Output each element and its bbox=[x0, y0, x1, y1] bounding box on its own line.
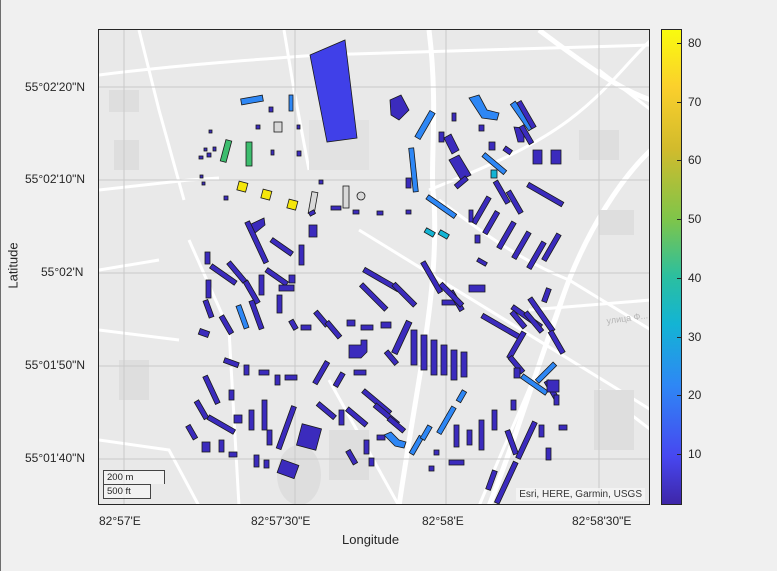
colorbar-tick-mark bbox=[677, 160, 682, 161]
colorbar-tick-mark bbox=[677, 219, 682, 220]
colorbar-tick-label: 80 bbox=[688, 36, 702, 50]
ytick-label: 55°02'N bbox=[41, 265, 84, 279]
graticule bbox=[99, 30, 649, 504]
colorbar-tick-label: 50 bbox=[688, 212, 702, 226]
ytick-label: 55°02'10"N bbox=[25, 172, 86, 186]
colorbar-tick-mark bbox=[677, 43, 682, 44]
xtick-label: 82°58'E bbox=[422, 514, 464, 528]
map-attribution: Esri, HERE, Garmin, USGS bbox=[516, 488, 645, 501]
colorbar-tick-label: 20 bbox=[688, 388, 702, 402]
xtick-label: 82°58'30"E bbox=[572, 514, 632, 528]
ytick-label: 55°01'40"N bbox=[25, 451, 86, 465]
map-axes[interactable]: улица Ф... bbox=[98, 29, 650, 505]
colorbar-tick-mark bbox=[677, 454, 682, 455]
colorbar-tick-mark bbox=[677, 337, 682, 338]
scale-bar: 200 m 500 ft bbox=[103, 470, 165, 499]
colorbar-tick-mark bbox=[677, 102, 682, 103]
colorbar-tick-label: 40 bbox=[688, 271, 702, 285]
basemap-and-buildings: улица Ф... bbox=[99, 30, 649, 504]
scale-bar-imperial: 500 ft bbox=[103, 484, 151, 499]
colorbar-tick-label: 70 bbox=[688, 95, 702, 109]
x-axis-label: Longitude bbox=[342, 532, 400, 547]
xtick-label: 82°57'E bbox=[99, 514, 141, 528]
scale-bar-metric: 200 m bbox=[103, 470, 165, 484]
colorbar-tick-mark bbox=[677, 278, 682, 279]
scale-bar-imperial-label: 500 ft bbox=[107, 486, 131, 497]
scale-bar-metric-label: 200 m bbox=[107, 472, 134, 483]
xtick-label: 82°57'30"E bbox=[251, 514, 311, 528]
y-axis-label: Latitude bbox=[5, 242, 21, 289]
colorbar-tick-mark bbox=[677, 395, 682, 396]
colorbar bbox=[661, 29, 682, 505]
building-polygons[interactable] bbox=[185, 39, 568, 504]
ytick-label: 55°01'50"N bbox=[25, 358, 86, 372]
colorbar-tick-label: 60 bbox=[688, 153, 702, 167]
ytick-label: 55°02'20"N bbox=[25, 80, 86, 94]
colorbar-tick-label: 10 bbox=[688, 447, 702, 461]
colorbar-tick-label: 30 bbox=[688, 330, 702, 344]
